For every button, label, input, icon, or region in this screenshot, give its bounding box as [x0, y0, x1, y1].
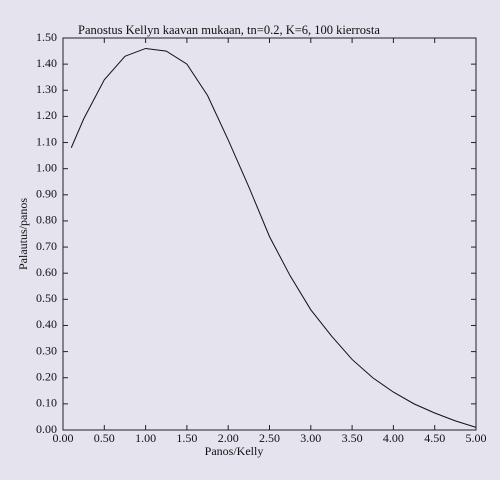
x-tick-label: 3.00 [300, 431, 321, 445]
y-tick-label: 1.40 [36, 56, 57, 70]
y-tick-label: 0.00 [36, 422, 57, 436]
x-tick-label: 2.50 [259, 431, 280, 445]
y-tick-label: 1.00 [36, 160, 57, 174]
y-tick-label: 1.50 [36, 30, 57, 44]
x-tick-label: 4.50 [424, 431, 445, 445]
x-axis-label: Panos/Kelly [205, 444, 264, 458]
y-tick-label: 1.30 [36, 82, 57, 96]
y-tick-label: 0.90 [36, 187, 57, 201]
x-tick-label: 1.50 [176, 431, 197, 445]
y-tick-label: 1.20 [36, 108, 57, 122]
y-tick-label: 0.30 [36, 343, 57, 357]
x-tick-label: 0.50 [94, 431, 115, 445]
x-tick-label: 4.00 [383, 431, 404, 445]
chart-title: Panostus Kellyn kaavan mukaan, tn=0.2, K… [78, 23, 380, 37]
y-tick-label: 0.50 [36, 291, 57, 305]
data-line [70, 47, 477, 428]
y-tick-label: 1.10 [36, 134, 57, 148]
y-tick-label: 0.80 [36, 213, 57, 227]
plot-frame [62, 37, 477, 431]
y-tick-label: 0.10 [36, 396, 57, 410]
y-tick-label: 0.60 [36, 265, 57, 279]
y-tick-label: 0.70 [36, 239, 57, 253]
y-tick-label: 0.40 [36, 317, 57, 331]
x-tick-label: 2.00 [218, 431, 239, 445]
y-tick-label: 0.20 [36, 369, 57, 383]
x-tick-label: 3.50 [342, 431, 363, 445]
y-axis-label: Palautus/panos [16, 198, 30, 270]
x-tick-label: 1.00 [135, 431, 156, 445]
x-tick-label: 0.00 [53, 431, 74, 445]
x-tick-label: 5.00 [466, 431, 487, 445]
